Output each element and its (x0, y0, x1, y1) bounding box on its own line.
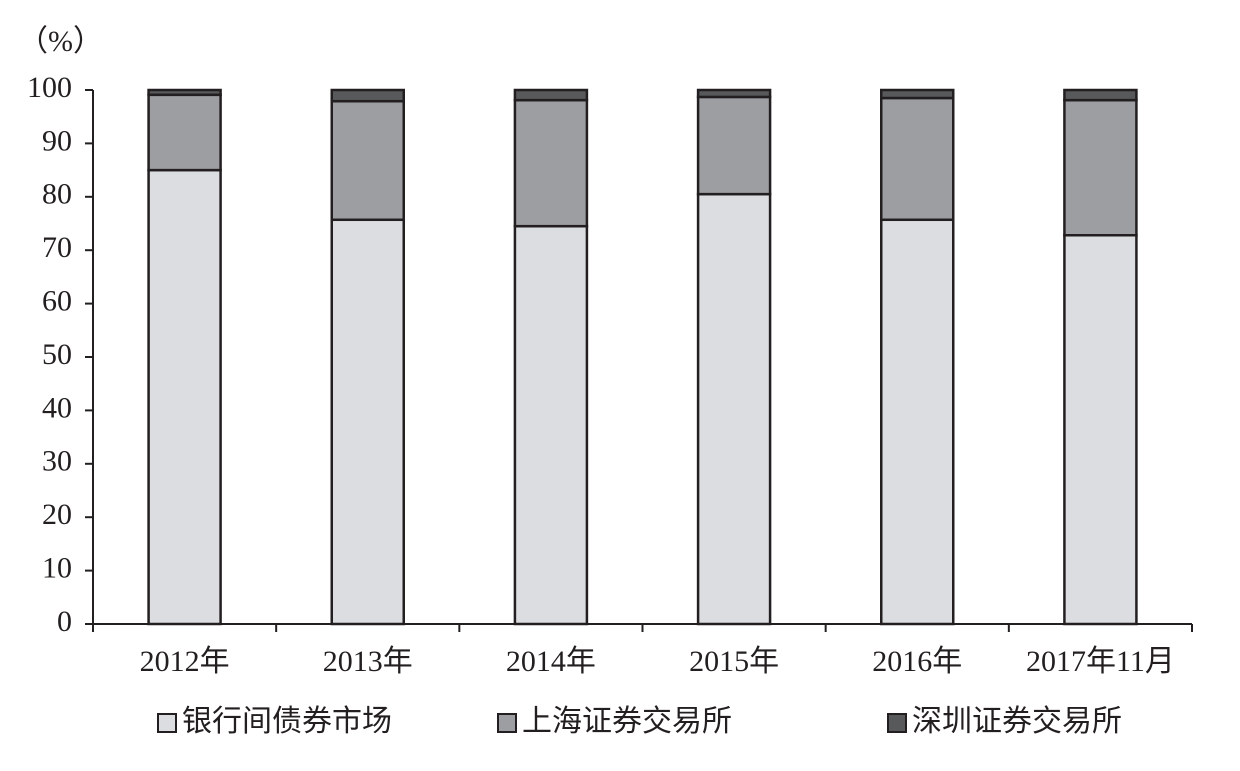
y-tick-label: 40 (42, 391, 72, 424)
bar-segment (880, 88, 955, 100)
bar-segment (513, 224, 589, 626)
y-tick-label: 100 (27, 71, 72, 104)
bar-segment (1063, 233, 1138, 626)
y-tick-label: 0 (57, 605, 72, 638)
y-tick-label: 90 (42, 124, 72, 157)
y-axis-label: （%） (18, 25, 103, 58)
bar-segment (1063, 98, 1138, 237)
bar-segment (330, 218, 405, 626)
legend-swatch (887, 713, 907, 733)
x-tick-label: 2013年 (323, 645, 413, 678)
x-tick-label: 2015年 (689, 645, 779, 678)
bar-segment (513, 98, 589, 228)
legend-label: 上海证券交易所 (522, 705, 732, 738)
y-tick-label: 70 (42, 231, 72, 264)
y-tick-label: 30 (42, 445, 72, 478)
bar-segment (880, 218, 955, 626)
y-tick-label: 60 (42, 284, 72, 317)
bar-segment (513, 88, 589, 102)
y-tick-label: 80 (42, 178, 72, 211)
x-tick-label: 2017年11月 (1026, 645, 1175, 678)
bar-segment (147, 168, 222, 626)
legend-swatch (157, 713, 177, 733)
legend-label: 深圳证券交易所 (912, 705, 1122, 738)
bar-segment (696, 192, 772, 626)
bar-segment (880, 96, 955, 222)
x-tick-label: 2012年 (140, 645, 230, 678)
bar-segment (330, 88, 405, 103)
bar-segment (1063, 88, 1138, 102)
bar-segment (330, 99, 405, 222)
y-tick-label: 50 (42, 338, 72, 371)
legend-label: 银行间债券市场 (182, 705, 392, 738)
x-tick-label: 2016年 (872, 645, 962, 678)
bar-segment (696, 95, 772, 196)
legend-swatch (497, 713, 517, 733)
bar-segment (147, 88, 222, 97)
bar-segment (147, 93, 222, 172)
y-tick-label: 20 (42, 498, 72, 531)
y-tick-label: 10 (42, 551, 72, 584)
bar-segment (696, 88, 772, 99)
x-tick-label: 2014年 (506, 645, 596, 678)
